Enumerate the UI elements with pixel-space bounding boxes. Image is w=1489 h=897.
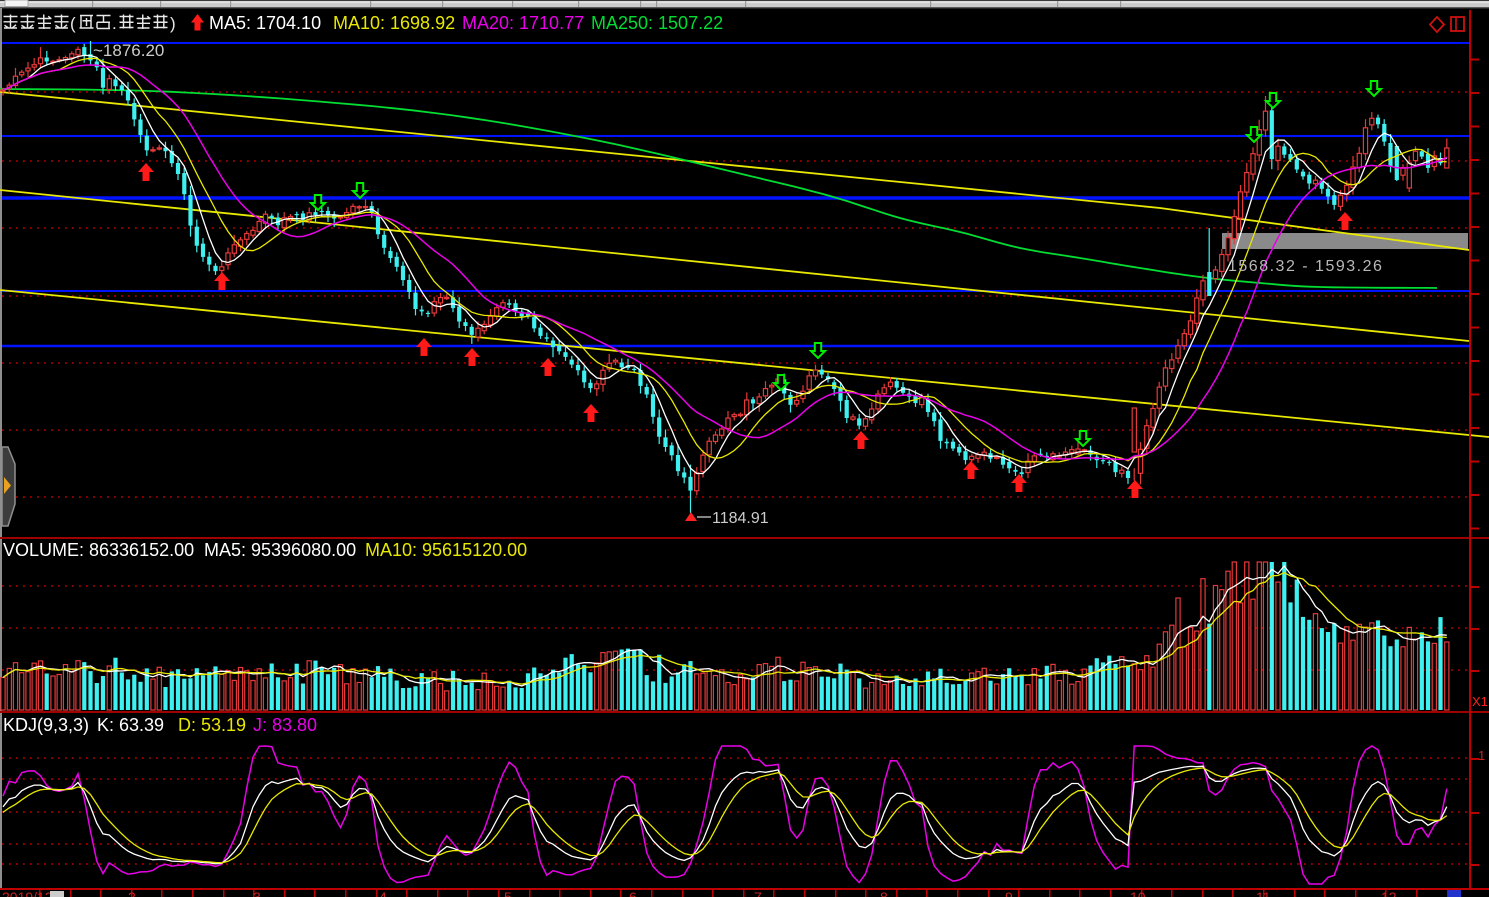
svg-text:VOLUME: 86336152.00: VOLUME: 86336152.00 [3, 540, 194, 560]
svg-text:1568.32 - 1593.26: 1568.32 - 1593.26 [1228, 258, 1383, 275]
svg-text:MA5: 95396080.00: MA5: 95396080.00 [204, 540, 356, 560]
svg-text:MA250: 1507.22: MA250: 1507.22 [591, 13, 723, 33]
svg-text:MA20: 1710.77: MA20: 1710.77 [462, 13, 584, 33]
svg-text:MA5: 1704.10: MA5: 1704.10 [209, 13, 321, 33]
svg-text:7: 7 [754, 889, 762, 897]
svg-text:4: 4 [379, 889, 387, 897]
svg-text:(: ( [70, 14, 76, 33]
svg-text:3: 3 [253, 889, 261, 897]
svg-text:12: 12 [1381, 889, 1397, 897]
svg-text:KDJ(9,3,3): KDJ(9,3,3) [3, 715, 89, 735]
svg-text:D: 53.19: D: 53.19 [178, 715, 246, 735]
svg-text:1: 1 [1478, 748, 1485, 763]
svg-text:X1: X1 [1472, 694, 1488, 709]
svg-text:11: 11 [1256, 889, 1271, 897]
svg-text:MA10: 95615120.00: MA10: 95615120.00 [365, 540, 527, 560]
svg-text:~1876.20: ~1876.20 [93, 41, 164, 60]
svg-text:): ) [170, 14, 176, 33]
svg-text:5: 5 [504, 889, 512, 897]
svg-text:8: 8 [880, 889, 888, 897]
svg-text:.: . [112, 14, 117, 33]
svg-text:2019/12: 2019/12 [2, 889, 53, 897]
svg-text:10: 10 [1130, 889, 1146, 897]
svg-text:9: 9 [1005, 889, 1013, 897]
svg-text:2: 2 [128, 889, 136, 897]
svg-text:K: 63.39: K: 63.39 [97, 715, 164, 735]
svg-text:6: 6 [629, 889, 637, 897]
svg-text:1184.91: 1184.91 [712, 510, 769, 527]
svg-text:J: 83.80: J: 83.80 [253, 715, 317, 735]
svg-text:MA10: 1698.92: MA10: 1698.92 [333, 13, 455, 33]
